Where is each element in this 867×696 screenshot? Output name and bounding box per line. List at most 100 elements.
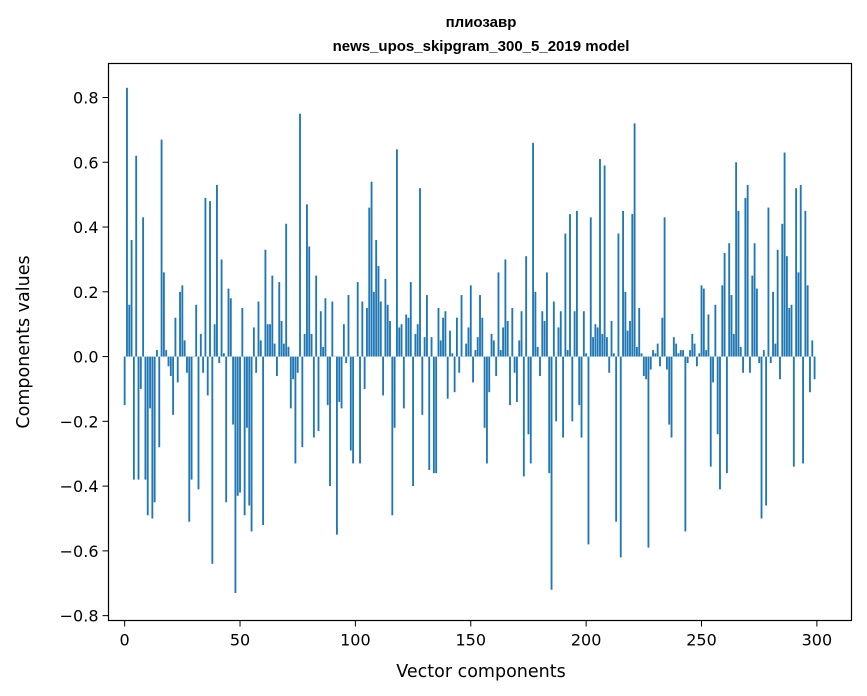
bar-187 <box>555 356 558 422</box>
bar-139 <box>444 311 447 357</box>
bar-71 <box>287 346 290 357</box>
bar-249 <box>698 353 701 357</box>
y-tick-label: −0.4 <box>60 477 99 496</box>
bar-132 <box>428 356 431 470</box>
bar-227 <box>647 356 650 548</box>
bar-196 <box>575 210 578 357</box>
bar-179 <box>536 346 539 357</box>
bar-242 <box>682 350 684 357</box>
bar-256 <box>714 304 717 357</box>
bar-89 <box>329 356 331 487</box>
bar-109 <box>375 239 378 357</box>
x-tick-label: 0 <box>120 631 130 650</box>
bar-201 <box>587 356 590 545</box>
bar-232 <box>659 356 661 367</box>
bar-158 <box>488 356 491 393</box>
bar-160 <box>492 340 495 357</box>
bar-283 <box>776 249 779 357</box>
bar-239 <box>675 343 678 357</box>
bar-111 <box>379 301 382 357</box>
bar-221 <box>633 123 636 357</box>
bar-80 <box>308 246 311 357</box>
chart-title-line2: news_upos_skipgram_300_5_2019 model <box>333 38 630 55</box>
bar-257 <box>716 356 719 435</box>
bar-4 <box>132 356 135 480</box>
bar-277 <box>762 350 765 357</box>
bar-113 <box>384 278 387 357</box>
bar-155 <box>481 317 484 357</box>
bar-243 <box>684 356 687 532</box>
bar-171 <box>518 340 521 357</box>
bar-123 <box>407 317 410 357</box>
bar-259 <box>721 285 724 357</box>
bar-189 <box>559 311 562 357</box>
bar-145 <box>458 356 461 373</box>
bar-153 <box>476 337 479 357</box>
bar-255 <box>712 356 714 383</box>
bar-174 <box>525 256 528 357</box>
bar-183 <box>545 272 548 357</box>
bar-39 <box>213 324 216 357</box>
bar-177 <box>532 142 534 357</box>
bar-298 <box>811 340 814 357</box>
bar-88 <box>326 356 329 406</box>
bar-87 <box>324 298 327 357</box>
bar-66 <box>276 356 278 376</box>
bar-211 <box>610 320 613 357</box>
bar-54 <box>248 356 251 506</box>
bar-2 <box>128 304 131 357</box>
bar-186 <box>552 301 555 357</box>
bar-266 <box>737 210 740 357</box>
bar-287 <box>785 256 788 357</box>
bar-77 <box>301 356 304 448</box>
bar-69 <box>282 343 285 357</box>
bar-173 <box>522 356 525 477</box>
x-axis-label: Vector components <box>396 662 565 682</box>
bar-293 <box>799 184 802 357</box>
bar-207 <box>601 333 604 357</box>
bar-247 <box>693 343 696 357</box>
bar-172 <box>520 311 523 357</box>
bar-103 <box>361 301 364 357</box>
bar-252 <box>705 350 708 357</box>
bar-193 <box>569 214 571 357</box>
bar-130 <box>423 337 426 357</box>
bar-44 <box>225 356 228 503</box>
bar-254 <box>709 356 712 467</box>
bar-216 <box>622 210 624 357</box>
bar-70 <box>285 223 288 357</box>
bar-107 <box>370 181 373 357</box>
bar-9 <box>144 356 147 480</box>
bar-27 <box>186 356 188 373</box>
bar-214 <box>617 233 620 357</box>
bar-95 <box>342 324 345 357</box>
bar-48 <box>234 356 237 593</box>
bar-134 <box>432 356 435 474</box>
bar-42 <box>220 259 223 357</box>
bar-104 <box>363 356 366 389</box>
bar-58 <box>257 301 260 357</box>
bar-194 <box>571 356 574 422</box>
bar-202 <box>589 217 592 357</box>
bar-258 <box>719 356 721 490</box>
bar-152 <box>474 350 477 357</box>
bar-222 <box>635 346 638 357</box>
bar-55 <box>250 356 253 532</box>
bar-23 <box>176 356 179 383</box>
bar-168 <box>511 308 514 357</box>
bar-234 <box>663 217 666 357</box>
bar-33 <box>199 333 202 357</box>
bar-197 <box>578 356 581 406</box>
bar-92 <box>336 356 338 535</box>
bar-125 <box>412 356 415 487</box>
bar-285 <box>781 223 784 357</box>
bar-218 <box>626 330 629 357</box>
bar-284 <box>779 356 781 380</box>
bar-25 <box>181 285 184 357</box>
bar-185 <box>550 356 553 590</box>
bar-50 <box>239 356 241 493</box>
bar-121 <box>402 356 405 409</box>
bar-94 <box>340 356 343 409</box>
bar-108 <box>372 291 375 357</box>
bar-52 <box>243 356 246 516</box>
